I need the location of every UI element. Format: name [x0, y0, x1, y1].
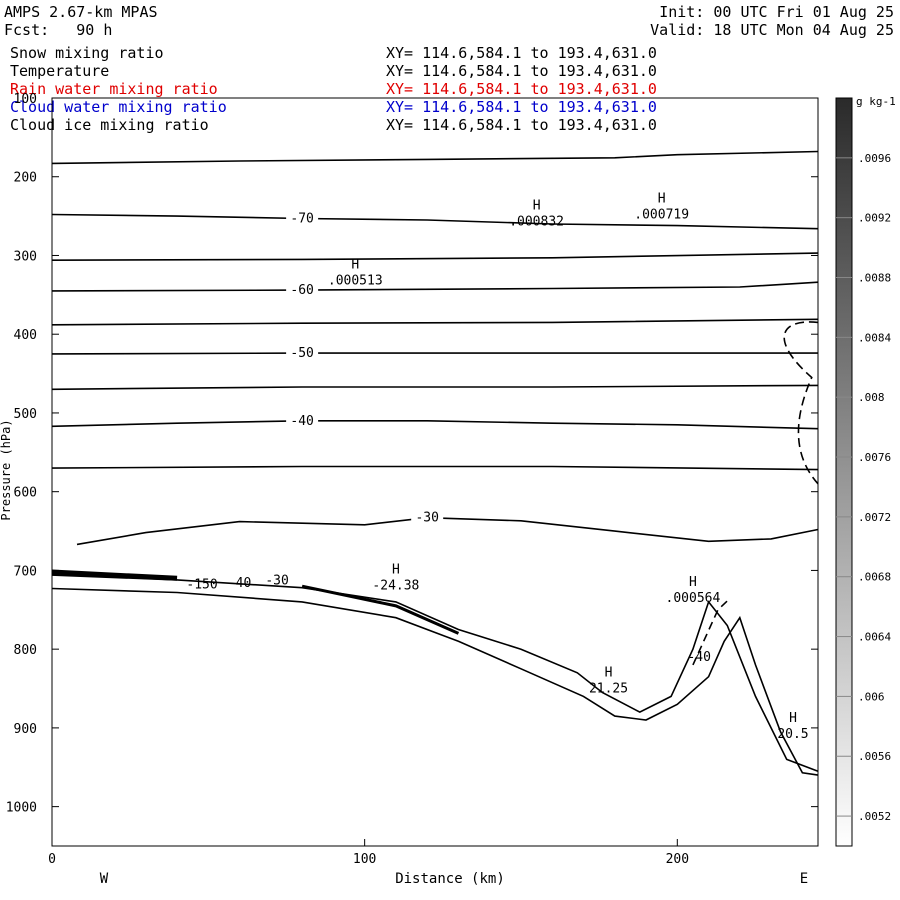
inline-contour-label: -40	[687, 650, 710, 665]
plot-area: -70-60-50-40-30H.000832H.000719H.000513H…	[51, 150, 819, 776]
extremum-marker: H	[392, 562, 400, 577]
contour-label-bg	[411, 509, 444, 524]
y-axis-label: Pressure (hPa)	[0, 419, 13, 520]
contour-label: -50	[290, 346, 313, 361]
west-label: W	[100, 871, 109, 887]
temperature-contour	[51, 587, 819, 776]
snow-mixing-contour	[783, 321, 819, 485]
colorbar-label: .006	[858, 690, 885, 703]
extremum-value: .000513	[328, 274, 383, 289]
colorbar-label: .0052	[858, 810, 891, 823]
valid-time: Valid: 18 UTC Mon 04 Aug 25	[650, 21, 894, 39]
colorbar-unit: g kg-1	[856, 95, 896, 108]
inline-contour-label: -30	[265, 574, 288, 589]
colorbar-label: .0064	[858, 631, 891, 644]
temperature-contour	[51, 213, 819, 230]
colorbar-label: .0096	[858, 152, 891, 165]
y-tick-label: 1000	[6, 801, 37, 816]
extremum-marker: H	[689, 575, 697, 590]
x-axis-label: Distance (km)	[395, 871, 505, 887]
colorbar-gradient	[835, 97, 853, 847]
temperature-contour	[51, 384, 819, 391]
extremum-value: 20.5	[777, 727, 808, 742]
legend-field-range: XY= 114.6,584.1 to 193.4,631.0	[386, 62, 657, 80]
plot-frame	[51, 97, 819, 847]
temperature-contour	[51, 150, 819, 165]
legend-field-name: Snow mixing ratio	[10, 44, 164, 62]
contour-label: -30	[415, 511, 438, 526]
legend-field-name: Cloud water mixing ratio	[10, 98, 227, 116]
axes: 100 200 300 400 500 600 700 800 900 1000 0 100 200	[6, 92, 819, 867]
extremum-value: .000719	[634, 207, 689, 222]
extremum-value: .000832	[509, 215, 564, 230]
legend-field-range: XY= 114.6,584.1 to 193.4,631.0	[386, 80, 657, 98]
east-label: E	[800, 871, 808, 887]
surface-band	[51, 569, 178, 581]
y-tick-label: 900	[14, 722, 37, 737]
extremum-marker: H	[789, 711, 797, 726]
temperature-contour	[51, 281, 819, 292]
cloud-dashed-contour	[692, 597, 732, 666]
y-tick-label: 400	[14, 328, 37, 343]
colorbar-label: .008	[858, 391, 885, 404]
colorbar-label: .0072	[858, 511, 891, 524]
colorbar-label: .0056	[858, 750, 891, 763]
y-tick-label: 200	[14, 171, 37, 186]
init-time: Init: 00 UTC Fri 01 Aug 25	[659, 3, 894, 21]
y-tick-label: 500	[14, 407, 37, 422]
legend-field-range: XY= 114.6,584.1 to 193.4,631.0	[386, 44, 657, 62]
y-tick-label: 600	[14, 486, 37, 501]
x-tick-label: 200	[666, 852, 689, 867]
contour-label: -70	[290, 211, 313, 226]
temperature-contour	[51, 465, 819, 471]
legend-field-name: Cloud ice mixing ratio	[10, 116, 209, 134]
contour-label-bg	[286, 412, 319, 427]
temperature-contour	[51, 252, 819, 261]
x-tick-label: 100	[353, 852, 376, 867]
extremum-marker: H	[533, 199, 541, 214]
legend-field-name: Rain water mixing ratio	[10, 80, 218, 98]
x-tick-label: 0	[48, 852, 56, 867]
colorbar-label: .0088	[858, 272, 891, 285]
extremum-marker: H	[605, 665, 613, 680]
colorbar-label: .0092	[858, 212, 891, 225]
y-tick-label: 700	[14, 564, 37, 579]
temperature-contour	[76, 516, 819, 546]
model-title: AMPS 2.67-km MPAS	[4, 3, 158, 21]
contour-label: -60	[290, 283, 313, 298]
temperature-contour	[51, 318, 819, 326]
legend-field-range: XY= 114.6,584.1 to 193.4,631.0	[386, 98, 657, 116]
inline-contour-label: -150	[186, 578, 217, 593]
y-tick-label: 100	[14, 92, 37, 107]
extremum-value: .000564	[666, 591, 721, 606]
forecast-hour: Fcst: 90 h	[4, 21, 113, 39]
extremum-value: -24.38	[372, 578, 419, 593]
colorbar-label: .0084	[858, 331, 891, 344]
colorbar-label: .0068	[858, 571, 891, 584]
legend-field-range: XY= 114.6,584.1 to 193.4,631.0	[386, 116, 657, 134]
surface-band	[301, 584, 460, 635]
temperature-contour	[51, 420, 819, 430]
extremum-value: 21.25	[589, 681, 628, 696]
y-tick-label: 800	[14, 643, 37, 658]
colorbar: .0052 .0056 .006 .0064 .0068 .0072 .0076 .008 .0…	[835, 95, 896, 847]
contour-label-bg	[286, 345, 319, 360]
contour-label-bg	[286, 282, 319, 297]
extremum-marker: H	[351, 258, 359, 273]
contour-label-bg	[286, 210, 319, 225]
temperature-contour	[51, 352, 818, 355]
y-tick-label: 300	[14, 249, 37, 264]
inline-contour-label: -40	[228, 576, 251, 591]
colorbar-label: .0076	[858, 451, 891, 464]
legend-field-name: Temperature	[10, 62, 110, 80]
extremum-marker: H	[658, 191, 666, 206]
contour-label: -40	[290, 414, 313, 429]
